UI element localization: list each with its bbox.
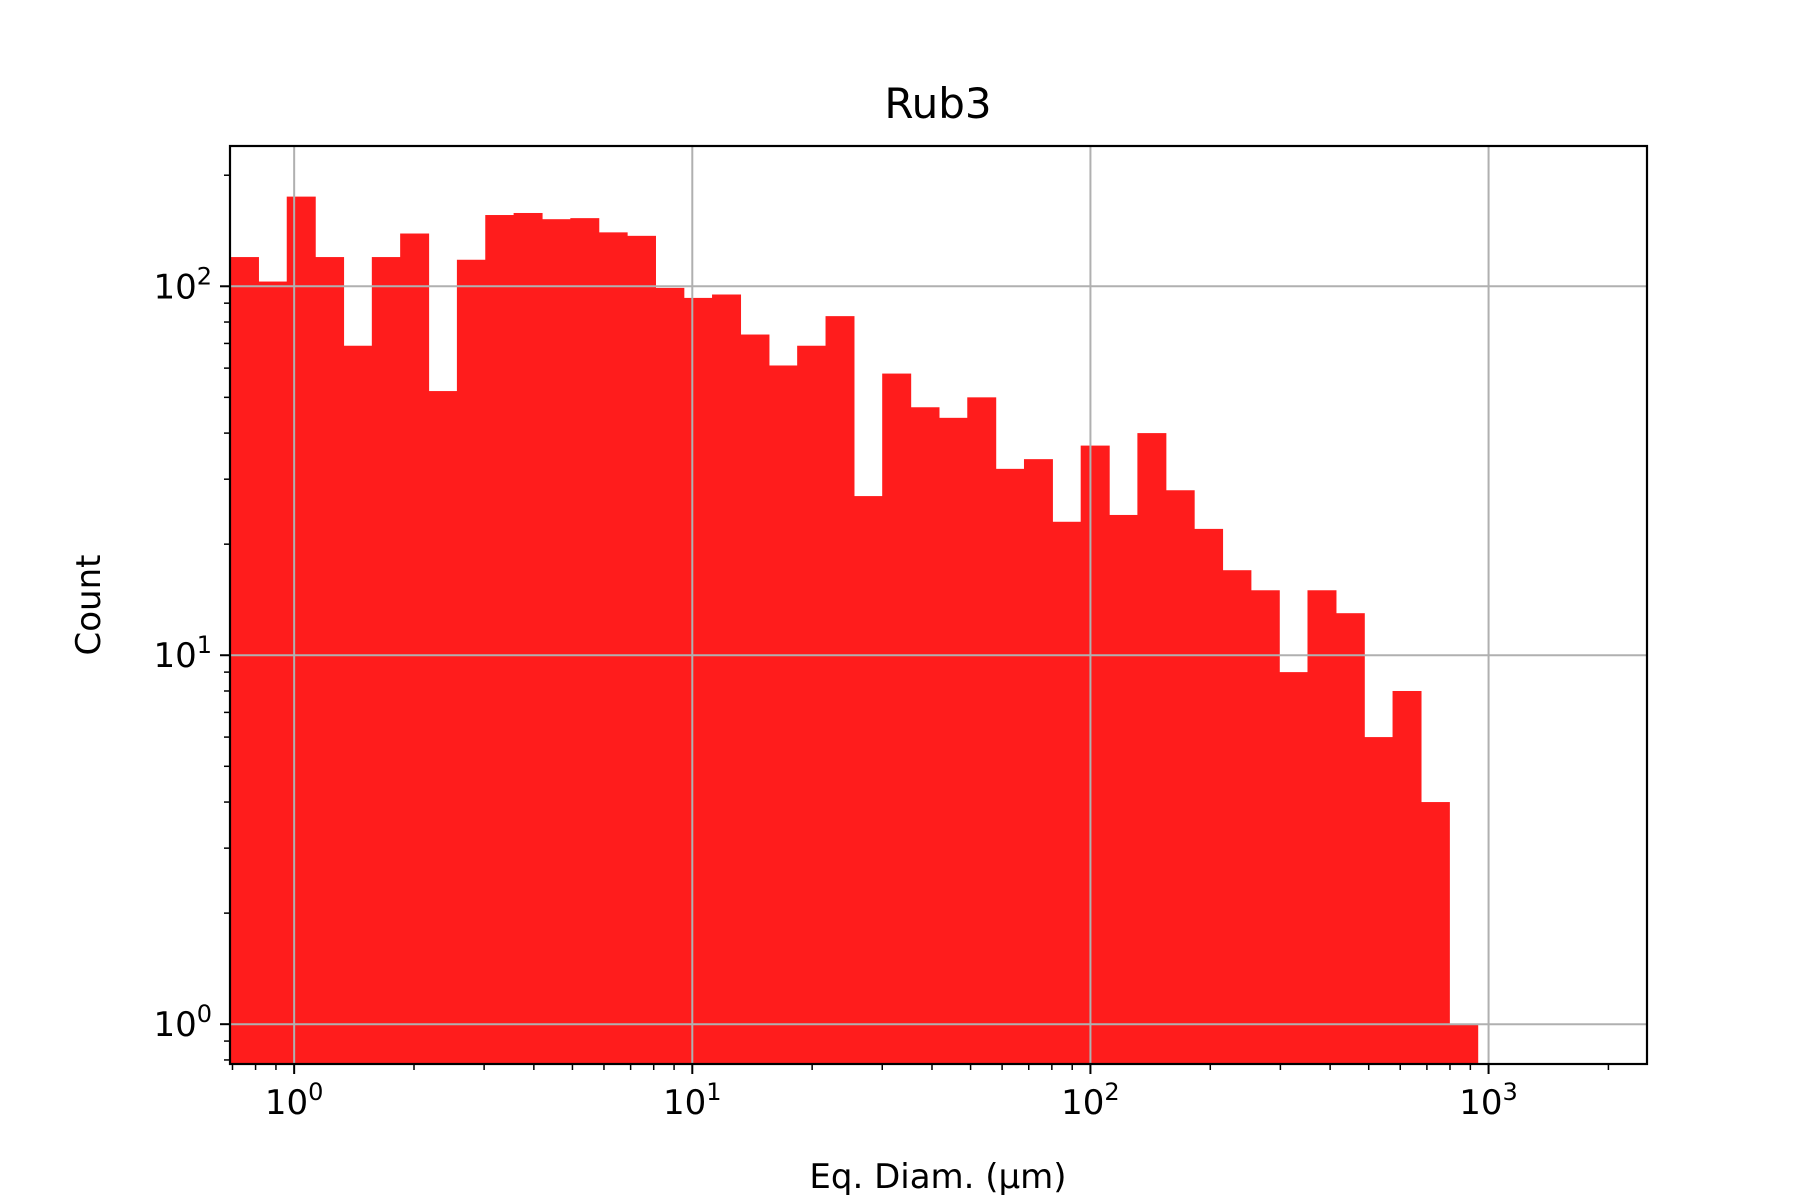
x-axis: 100 101 102 103 xyxy=(231,1064,1610,1123)
histogram-bar xyxy=(712,294,742,1064)
histogram-bar xyxy=(485,215,515,1065)
histogram-bar xyxy=(1194,528,1224,1064)
histogram-bar xyxy=(655,287,685,1065)
bars-group xyxy=(230,196,1479,1065)
histogram-bar xyxy=(258,281,288,1064)
y-axis-label: Count xyxy=(69,555,109,656)
histogram-bar xyxy=(428,391,458,1064)
histogram-bar xyxy=(230,257,259,1064)
histogram-bar xyxy=(1109,514,1138,1064)
plot-area xyxy=(230,146,1647,1065)
histogram-bar xyxy=(740,334,770,1064)
histogram-bar xyxy=(343,345,373,1064)
grid-lines xyxy=(230,146,1647,1064)
y-tick-label: 102 xyxy=(153,262,212,307)
histogram-bar xyxy=(1279,672,1309,1064)
histogram-bar xyxy=(768,365,798,1064)
y-axis: 100 101 102 xyxy=(153,174,230,1061)
histogram-bar xyxy=(1137,433,1167,1065)
x-tick-label: 100 xyxy=(265,1078,324,1123)
plot-frame xyxy=(228,144,1649,1066)
histogram-bar xyxy=(1222,570,1252,1064)
histogram-bar xyxy=(1335,613,1365,1064)
histogram-bar xyxy=(797,345,827,1064)
histogram-bar xyxy=(1165,490,1195,1064)
x-tick-label: 101 xyxy=(663,1078,722,1123)
histogram-bar xyxy=(1080,445,1110,1064)
histogram-bar xyxy=(570,218,600,1065)
histogram-bar xyxy=(995,468,1025,1064)
histogram-bar xyxy=(1250,590,1280,1064)
x-tick-label: 102 xyxy=(1061,1078,1120,1123)
histogram-bar xyxy=(882,373,912,1064)
histogram-bar xyxy=(1023,459,1053,1065)
histogram-bar xyxy=(1449,1024,1479,1064)
histogram-bar xyxy=(1364,737,1394,1064)
histogram-bar xyxy=(910,407,940,1064)
histogram-bar xyxy=(315,257,345,1064)
histogram-bar xyxy=(598,232,628,1065)
histogram-bar xyxy=(825,316,855,1064)
histogram-bar xyxy=(1392,690,1422,1064)
histogram-bar xyxy=(938,417,968,1064)
histogram-bar xyxy=(456,259,486,1064)
histogram-bar xyxy=(541,219,571,1065)
histogram-bar xyxy=(1307,590,1337,1064)
histogram-bar xyxy=(1420,802,1450,1064)
x-tick-label: 103 xyxy=(1459,1078,1518,1123)
histogram-bar xyxy=(371,257,401,1064)
histogram-bar xyxy=(683,297,713,1064)
x-axis-label: Eq. Diam. (µm) xyxy=(809,1157,1066,1197)
histogram-bar xyxy=(853,496,883,1065)
histogram-bar xyxy=(627,235,656,1065)
histogram-bar xyxy=(286,196,316,1064)
y-tick-label: 100 xyxy=(153,1000,212,1045)
histogram-bar xyxy=(1052,521,1082,1064)
y-tick-label: 101 xyxy=(153,631,212,676)
histogram-bar xyxy=(513,212,543,1064)
histogram-bar xyxy=(967,397,997,1064)
histogram-bar xyxy=(400,233,430,1064)
chart-title: Rub3 xyxy=(884,79,991,128)
